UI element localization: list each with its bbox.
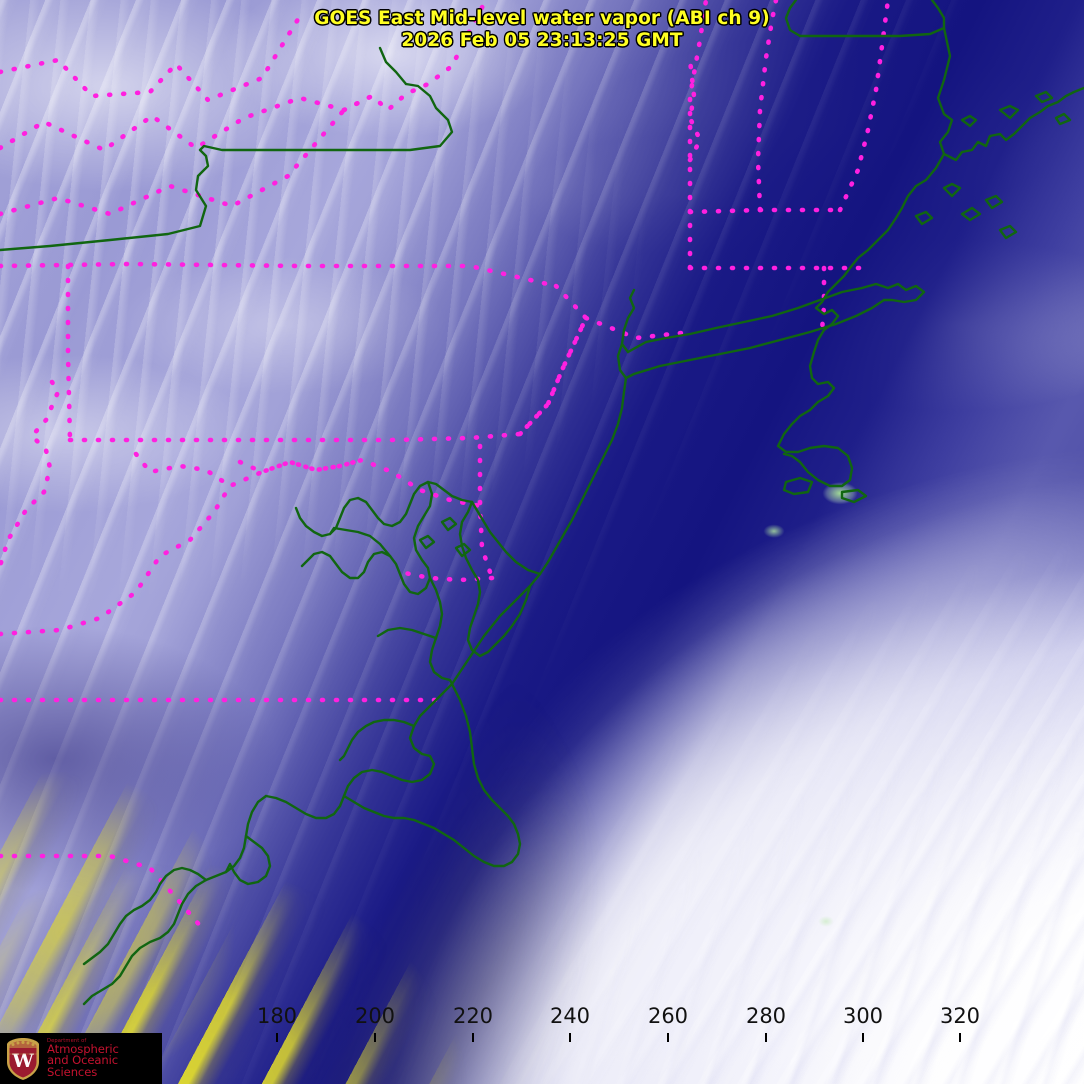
- coast-nj: [450, 376, 628, 686]
- coast-chesapeake-west: [294, 480, 474, 538]
- coast-long-island: [632, 298, 886, 376]
- coast-long-island-east-forks: [860, 282, 926, 304]
- coast-nantucket: [840, 488, 868, 504]
- state-border-pa-west: [65, 263, 73, 443]
- state-border-li-sound: [583, 315, 693, 341]
- coast-cape-fear: [224, 834, 272, 886]
- state-border-lake-ontario: [0, 93, 375, 153]
- coast-chesapeake-lower: [428, 576, 454, 686]
- state-border-wv-ohio: [0, 379, 61, 569]
- coast-albemarle: [338, 718, 416, 762]
- colorbar-tick-label: 280: [745, 1004, 787, 1028]
- state-border-ny-north: [0, 13, 303, 103]
- coast-maine-islands: [960, 90, 1072, 128]
- svg-text:W: W: [11, 1050, 34, 1072]
- logo-text-block: Department of Atmospheric and Oceanic Sc…: [47, 1037, 162, 1079]
- colorbar-tick-mark: [374, 1033, 376, 1042]
- border-maine-canada-2: [784, 0, 802, 38]
- coast-maine-lower: [826, 152, 946, 294]
- colorbar-tick-label: 220: [452, 1004, 494, 1028]
- state-border-ny-central: [0, 107, 347, 217]
- coast-nc-sc-inner: [82, 866, 208, 966]
- colorbar-tick-label: 180: [256, 1004, 298, 1028]
- state-border-ny-vt: [687, 57, 703, 163]
- colorbar-tick-mark: [569, 1033, 571, 1042]
- coast-chesapeake-islands: [418, 516, 472, 558]
- coast-james-river: [376, 626, 438, 640]
- logo-name-line-2: and Oceanic Sciences: [47, 1053, 119, 1079]
- state-border-ct-ri: [819, 265, 827, 333]
- colorbar-tick-label: 240: [549, 1004, 591, 1028]
- state-border-ma-vt-nh: [687, 207, 843, 215]
- border-lake-upper: [378, 46, 408, 86]
- coast-potomac: [328, 526, 392, 558]
- coast-nc-south: [82, 794, 268, 1006]
- coast-marthas-vineyard: [782, 476, 814, 496]
- colorbar-tick-label: 200: [354, 1004, 396, 1028]
- state-border-wv-south: [0, 457, 365, 637]
- uw-aos-logo: W Department of Atmospheric and Oceanic …: [0, 1033, 162, 1084]
- logo-department-label: Department of: [47, 1037, 87, 1044]
- colorbar-tick-mark: [472, 1033, 474, 1042]
- coast-cape-cod: [776, 408, 854, 488]
- state-border-pa-east: [517, 283, 589, 437]
- coastlines-group: [0, 0, 1084, 1006]
- coast-nyc-harbor: [616, 342, 636, 380]
- coast-hudson: [620, 288, 636, 346]
- state-borders-group: [0, 0, 891, 931]
- state-border-pa-south: [67, 431, 523, 443]
- state-border-vt-nh: [755, 0, 779, 213]
- state-border-md-panhandle: [237, 457, 483, 509]
- colorbar-tick-mark: [765, 1033, 767, 1042]
- border-canada-usa-west: [0, 82, 454, 252]
- coast-nc-inner: [342, 794, 396, 820]
- coast-outer-banks: [392, 682, 522, 868]
- state-border-nj-ny: [517, 315, 589, 437]
- state-border-ny-ct: [687, 0, 709, 271]
- coast-delaware-bay: [470, 500, 542, 576]
- coast-long-island-north: [626, 286, 864, 354]
- colorbar-tick-label: 260: [647, 1004, 689, 1028]
- coast-chesapeake-mid: [300, 480, 434, 596]
- state-border-md-va: [397, 569, 495, 583]
- state-border-ny-east: [341, 0, 489, 114]
- uw-crest-icon: W: [3, 1036, 43, 1081]
- logo-name-line-1: Atmospheric: [47, 1041, 119, 1056]
- colorbar-tick-labels: 180 200 220 240 260 280 300 320: [0, 1002, 1084, 1042]
- colorbar-tick-mark: [667, 1033, 669, 1042]
- colorbar-tick-mark: [862, 1033, 864, 1042]
- state-border-nc-sc: [0, 853, 205, 931]
- colorbar-tick-label: 320: [939, 1004, 981, 1028]
- coast-nh-ma: [808, 290, 840, 412]
- coast-delmarva-east: [458, 500, 532, 658]
- colorbar-tick-mark: [276, 1033, 278, 1042]
- coast-maine-islands2: [914, 182, 1018, 240]
- coast-pamlico-sound-west: [264, 682, 454, 820]
- state-border-md-de: [477, 443, 495, 581]
- border-maine-canada: [798, 0, 946, 38]
- coast-maine: [936, 26, 1084, 162]
- state-border-wv-md: [133, 451, 233, 489]
- colorbar-group: 180 200 220 240 260 280 300 320: [0, 1000, 1084, 1084]
- state-border-nh-me: [837, 0, 891, 213]
- colorbar-tick-mark: [959, 1033, 961, 1042]
- colorbar-tick-label: 300: [842, 1004, 884, 1028]
- state-border-pa-ny: [0, 261, 559, 289]
